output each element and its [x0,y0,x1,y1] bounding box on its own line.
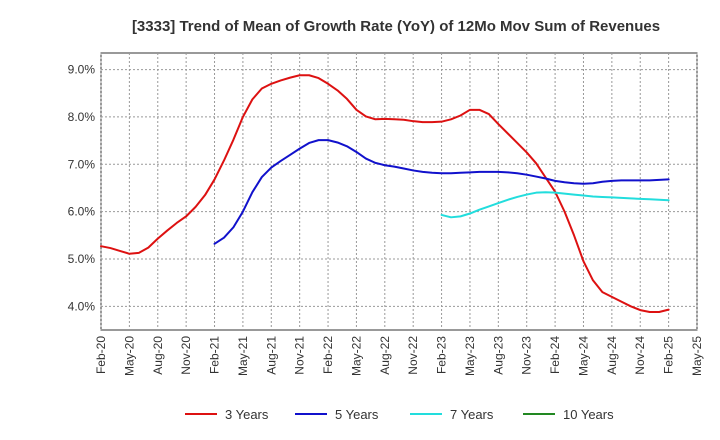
x-tick-label: Feb-21 [208,336,222,374]
x-tick-label: Nov-21 [293,336,307,375]
legend-label: 7 Years [450,407,494,422]
x-tick-label: May-21 [236,336,250,376]
y-axis-ticks: 4.0% 5.0% 6.0% 7.0% 8.0% 9.0% [68,63,96,314]
x-axis-ticks: Feb-20 May-20 Aug-20 Nov-20 Feb-21 May-21 Aug-… [94,336,704,376]
x-tick-label: Feb-20 [94,336,108,374]
x-tick-label: Aug-20 [151,336,165,375]
series-line-7-years [440,191,670,219]
y-tick-label: 7.0% [68,157,96,171]
legend-label: 10 Years [563,407,614,422]
x-tick-label: Nov-20 [179,336,193,375]
x-tick-label: Feb-24 [548,336,562,374]
x-tick-label: May-25 [690,336,704,376]
x-tick-label: Aug-24 [605,336,619,375]
x-tick-label: Aug-23 [491,336,505,375]
series-line-3-years [100,74,670,314]
x-tick-label: Feb-22 [321,336,335,374]
chart-title: [3333] Trend of Mean of Growth Rate (YoY… [132,18,660,35]
legend: 3 Years 5 Years 7 Years 10 Years [185,407,614,422]
x-tick-label: Feb-23 [435,336,449,374]
x-tick-label: May-24 [576,336,590,376]
y-tick-label: 8.0% [68,110,96,124]
y-tick-label: 6.0% [68,205,96,219]
x-tick-label: May-23 [463,336,477,376]
series-lines [100,74,670,314]
plot-frame [100,52,698,331]
y-tick-label: 4.0% [68,299,96,313]
legend-label: 5 Years [335,407,379,422]
y-tick-label: 5.0% [68,252,96,266]
series-line-5-years [213,139,670,245]
legend-label: 3 Years [225,407,269,422]
x-tick-label: Nov-24 [633,336,647,375]
plot-area [100,52,698,331]
x-tick-label: Aug-22 [378,336,392,375]
x-tick-label: Nov-23 [520,336,534,375]
x-tick-label: Nov-22 [406,336,420,375]
y-tick-label: 9.0% [68,63,96,77]
x-tick-label: May-20 [122,336,136,376]
x-tick-label: Feb-25 [662,336,676,374]
x-tick-label: May-22 [349,336,363,376]
x-tick-label: Aug-21 [264,336,278,375]
grid-lines [100,53,698,330]
